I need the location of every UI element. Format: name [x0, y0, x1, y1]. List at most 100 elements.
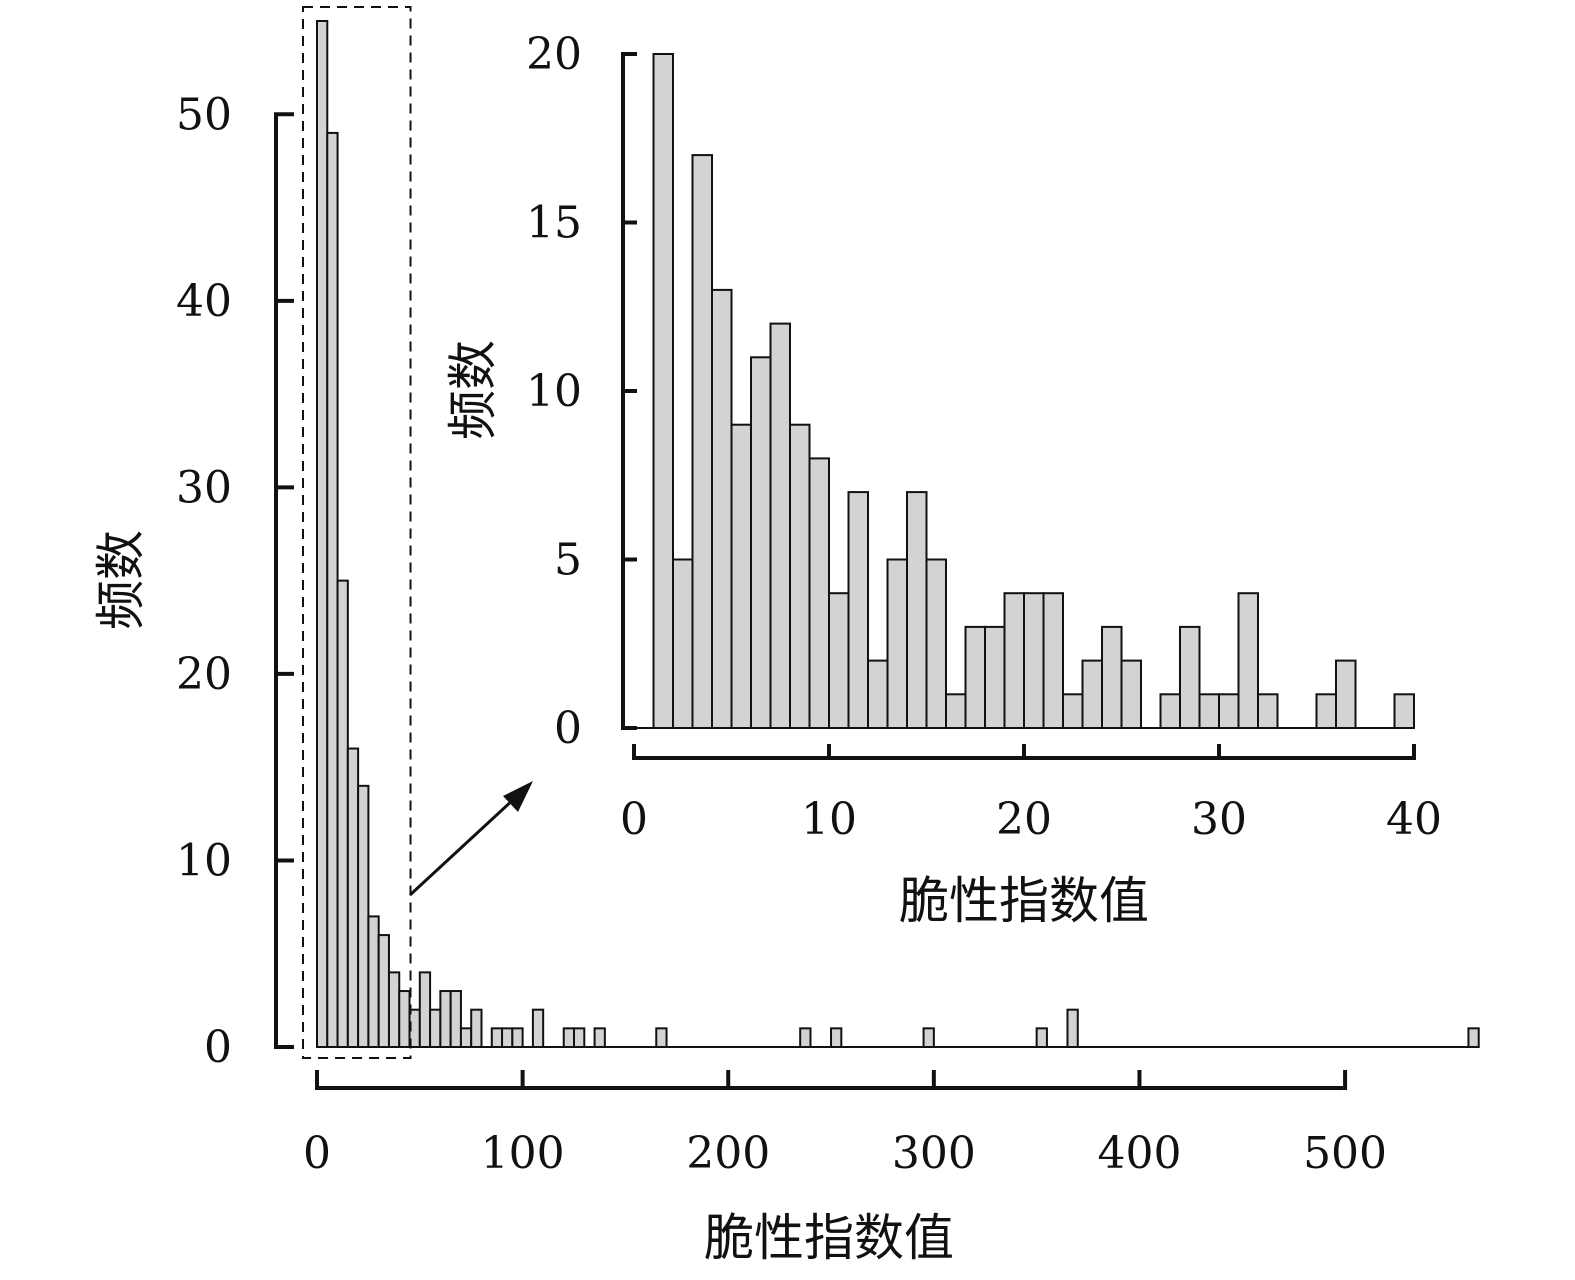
main-bar-4	[357, 784, 370, 1048]
zoom-region-box	[302, 6, 412, 1059]
main-y-tick-label-2: 20	[176, 649, 232, 700]
zoom-arrow-head	[503, 781, 533, 812]
inset-bar-0	[652, 53, 674, 729]
main-x-ticks: 0 100 200 300 400 500	[303, 1070, 1387, 1179]
inset-bar-30	[1257, 693, 1279, 729]
inset-bar-8	[808, 457, 830, 729]
inset-y-ticks: 0 5 10 15 20	[526, 29, 637, 754]
main-y-axis-title: 频数	[92, 530, 150, 630]
main-y-ticks: 0 10 20 30 40 50	[176, 89, 294, 1073]
main-x-tick-label-0: 0	[303, 1128, 331, 1179]
inset-bar-23	[1101, 625, 1123, 730]
inset-y-tick-label-4: 20	[526, 29, 582, 80]
inset-bar-22	[1081, 659, 1103, 729]
inset-bar-24	[1120, 659, 1142, 729]
zoom-arrow	[408, 796, 517, 897]
inset-bar-32	[1335, 659, 1357, 729]
inset-bar-14	[925, 558, 947, 729]
main-x-tick-label-3: 300	[892, 1128, 976, 1179]
inset-bar-25	[1159, 693, 1181, 729]
main-y-tick-label-0: 0	[204, 1022, 232, 1073]
inset-bar-12	[886, 558, 908, 729]
inset-bar-20	[1042, 592, 1064, 730]
main-bar-15	[470, 1008, 483, 1049]
main-y-tick-label-1: 10	[176, 835, 232, 886]
inset-bar-1	[672, 558, 694, 729]
main-y-tick-label-4: 40	[176, 276, 232, 327]
inset-bar-28	[1218, 693, 1240, 729]
main-bar-3	[346, 747, 360, 1048]
main-x-tick-label-4: 400	[1097, 1128, 1181, 1179]
main-bar-29	[1467, 1027, 1480, 1049]
main-bars	[316, 20, 1480, 1049]
inset-y-tick-label-0: 0	[554, 703, 582, 754]
inset-y-tick-label-3: 15	[526, 198, 582, 249]
main-bar-20	[562, 1027, 576, 1049]
main-bar-12	[439, 990, 452, 1049]
inset-x-tick-label-4: 40	[1386, 794, 1442, 845]
inset-x-axis-title: 脆性指数值	[899, 872, 1149, 930]
main-bar-11	[429, 1008, 442, 1049]
main-y-tick-label-5: 50	[176, 89, 232, 140]
main-bar-8	[398, 990, 411, 1049]
main-bar-13	[449, 990, 462, 1049]
main-bar-16	[490, 1027, 504, 1049]
inset-bar-15	[945, 693, 967, 729]
inset-bar-27	[1198, 693, 1220, 729]
inset-bars	[634, 53, 1415, 730]
inset-bar-7	[789, 423, 811, 729]
inset-y-tick-label-2: 10	[526, 366, 582, 417]
main-bar-10	[418, 971, 432, 1049]
main-bar-18	[511, 1027, 524, 1049]
inset-bar-21	[1062, 693, 1084, 729]
inset-bar-9	[828, 592, 850, 730]
main-bar-2	[336, 579, 349, 1048]
inset-bar-11	[867, 659, 889, 729]
main-bar-7	[387, 971, 401, 1049]
inset-bar-29	[1237, 592, 1259, 730]
main-bar-21	[573, 1027, 586, 1049]
inset-bar-13	[906, 491, 928, 729]
inset-x-tick-label-1: 10	[801, 794, 857, 845]
main-x-tick-label-5: 500	[1303, 1128, 1387, 1179]
inset-bar-18	[1003, 592, 1025, 730]
inset-bar-4	[730, 423, 752, 729]
inset-bar-17	[984, 625, 1006, 730]
inset-bar-10	[847, 491, 869, 729]
inset-bar-3	[711, 288, 733, 729]
inset-x-tick-label-3: 30	[1191, 794, 1247, 845]
inset-bar-5	[750, 356, 772, 729]
inset-bar-19	[1023, 592, 1045, 730]
main-bar-0	[316, 20, 329, 1048]
inset-x-tick-label-0: 0	[620, 794, 648, 845]
main-bar-22	[593, 1027, 606, 1049]
main-x-tick-label-1: 100	[481, 1128, 565, 1179]
main-bar-17	[501, 1027, 514, 1049]
main-bar-28	[1066, 1008, 1079, 1049]
main-bar-19	[531, 1008, 545, 1049]
inset-bar-2	[691, 154, 713, 730]
main-bar-14	[459, 1027, 473, 1049]
main-bar-24	[799, 1027, 812, 1049]
inset-bar-6	[769, 322, 791, 729]
inset-x-tick-label-2: 20	[996, 794, 1052, 845]
inset-y-tick-label-1: 5	[554, 535, 582, 586]
inset-bar-16	[964, 625, 986, 730]
main-bar-23	[655, 1027, 668, 1049]
main-x-axis-title: 脆性指数值	[704, 1209, 954, 1267]
main-bar-6	[377, 934, 390, 1049]
main-bar-5	[367, 915, 380, 1048]
main-x-tick-label-2: 200	[686, 1128, 770, 1179]
main-bar-26	[922, 1027, 935, 1049]
inset-x-ticks: 0 10 20 30 40	[620, 744, 1442, 845]
inset-bar-33	[1393, 693, 1415, 729]
inset-y-axis-title: 频数	[444, 340, 502, 440]
main-y-tick-label-3: 30	[176, 462, 232, 513]
inset-histogram: 0 5 10 15 20 0 10 20 30 40 脆性指数值 频数	[444, 29, 1442, 930]
inset-bar-31	[1315, 693, 1337, 729]
main-bar-27	[1035, 1027, 1048, 1049]
main-bar-1	[326, 131, 339, 1049]
main-bar-25	[830, 1027, 843, 1049]
